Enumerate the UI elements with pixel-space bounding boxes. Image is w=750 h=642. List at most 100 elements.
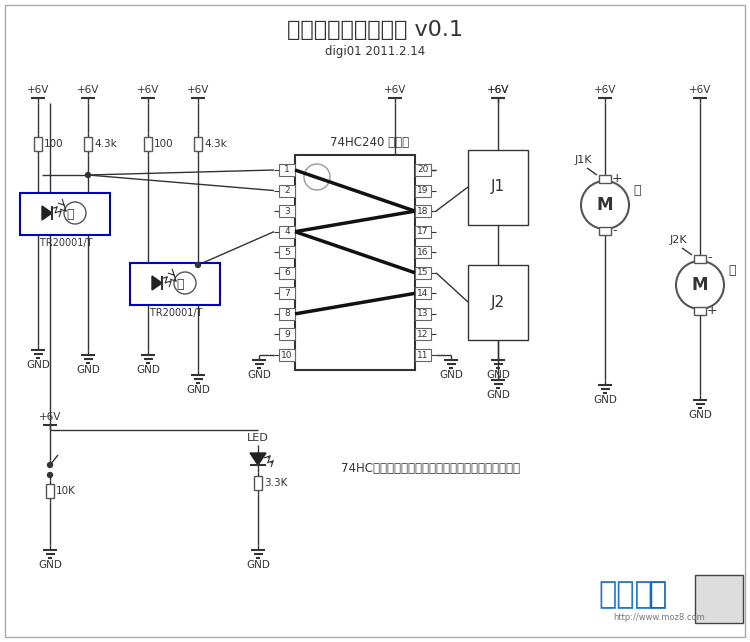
Text: 17: 17 [417,227,429,236]
Text: +6V: +6V [76,85,99,95]
Text: 4: 4 [284,227,290,236]
Bar [34,137,42,151]
Text: GND: GND [688,410,712,420]
Bar [279,329,295,340]
Text: GND: GND [26,360,50,370]
Text: GND: GND [38,560,62,570]
Bar [468,265,528,340]
Text: 13: 13 [417,309,429,318]
Bar [415,288,431,299]
Circle shape [676,261,724,309]
Bar [279,349,295,361]
Bar [254,476,262,490]
Text: GND: GND [186,385,210,395]
Bar [20,193,110,235]
Text: 右: 右 [633,184,640,196]
Bar [279,184,295,196]
Polygon shape [42,206,52,220]
Text: -: - [612,225,616,238]
Text: digi01 2011.2.14: digi01 2011.2.14 [325,46,425,58]
Circle shape [47,462,53,467]
Text: +6V: +6V [27,85,50,95]
Text: 16: 16 [417,248,429,257]
Text: GND: GND [247,370,271,380]
Text: GND: GND [136,365,160,375]
Text: 3.3K: 3.3K [264,478,287,488]
Text: 左: 左 [66,207,74,220]
Bar [599,175,611,183]
Circle shape [581,181,629,229]
Text: J2: J2 [491,295,505,309]
Bar [415,267,431,279]
Text: 74HC上面的用粗黑线标示的管脚需要要用跳线连接。: 74HC上面的用粗黑线标示的管脚需要要用跳线连接。 [340,462,520,474]
Bar [144,137,152,151]
Bar [279,247,295,258]
Text: GND: GND [439,370,463,380]
Text: J1K: J1K [575,155,592,165]
Text: +6V: +6V [187,85,209,95]
Text: +6V: +6V [594,85,616,95]
Text: 6: 6 [284,268,290,277]
Bar [194,137,202,151]
Bar [84,137,92,151]
Text: +6V: +6V [487,85,509,95]
Text: 模拟计算机循线小车 v0.1: 模拟计算机循线小车 v0.1 [287,20,463,40]
Text: 模友之: 模友之 [598,580,652,609]
Text: 18: 18 [417,207,429,216]
Text: +6V: +6V [384,85,406,95]
Bar [130,263,220,305]
Text: J2K: J2K [670,235,688,245]
Text: +6V: +6V [487,85,509,95]
Bar [279,226,295,238]
Circle shape [196,263,200,268]
Text: 右: 右 [176,277,184,290]
Bar [279,164,295,176]
Text: LED: LED [248,433,268,443]
Bar [468,150,528,225]
Circle shape [304,164,330,190]
Bar [415,247,431,258]
Text: +: + [612,171,622,184]
Text: 8: 8 [284,309,290,318]
Text: J1: J1 [491,180,505,195]
Bar [415,226,431,238]
Text: ITR20001/T: ITR20001/T [38,238,93,248]
Bar [46,484,54,498]
Text: ITR20001/T: ITR20001/T [147,308,202,318]
Text: 5: 5 [284,248,290,257]
Text: 19: 19 [417,186,429,195]
Polygon shape [152,276,162,290]
Text: http://www.moz8.com: http://www.moz8.com [613,612,705,621]
Text: 2: 2 [284,186,290,195]
Bar [415,329,431,340]
Text: 100: 100 [154,139,173,149]
Bar [415,164,431,176]
Text: 100: 100 [44,139,64,149]
Text: GND: GND [76,365,100,375]
Text: GND: GND [593,395,617,405]
Text: M: M [597,196,613,214]
Bar [415,184,431,196]
Bar [279,205,295,217]
Text: 1: 1 [284,166,290,175]
Text: 10K: 10K [56,486,76,496]
Text: 12: 12 [417,330,429,339]
Bar [279,267,295,279]
Text: 4.3k: 4.3k [94,139,117,149]
Bar [295,155,415,370]
Bar [694,307,706,315]
Text: M: M [692,276,708,294]
Circle shape [64,202,86,224]
Text: +6V: +6V [688,85,711,95]
Bar [279,308,295,320]
Text: 3: 3 [284,207,290,216]
Bar [694,255,706,263]
Text: GND: GND [486,370,510,380]
Circle shape [174,272,196,294]
Text: 10: 10 [281,351,292,360]
Text: 74HC240 顶视图: 74HC240 顶视图 [331,137,410,150]
Bar [279,288,295,299]
Text: 左: 左 [728,263,736,277]
Text: +: + [707,304,718,318]
Text: 11: 11 [417,351,429,360]
